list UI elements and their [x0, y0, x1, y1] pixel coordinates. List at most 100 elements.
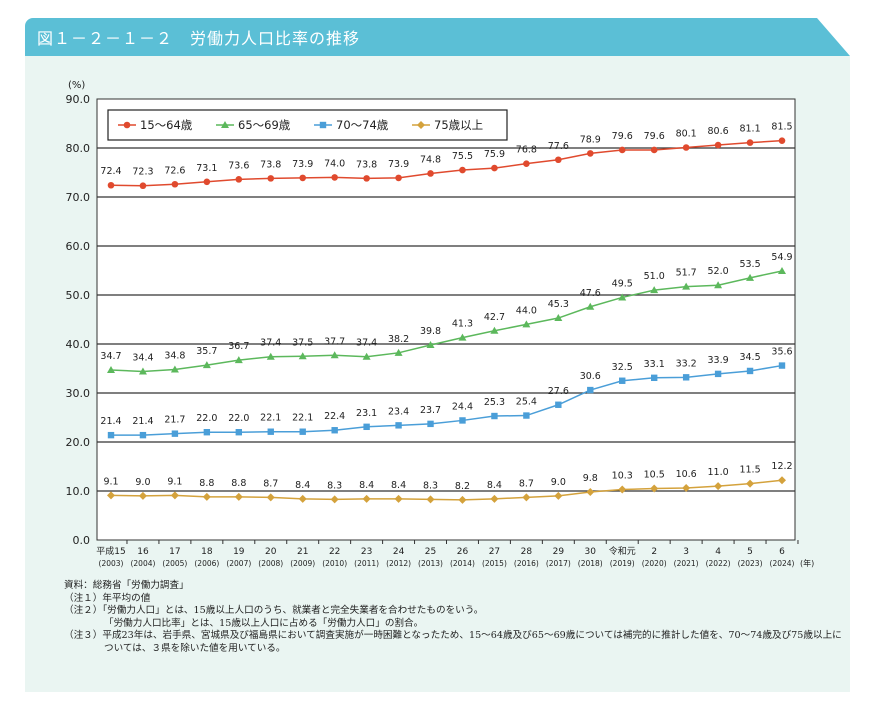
data-label: 79.6: [612, 131, 633, 142]
legend-box: [107, 109, 508, 141]
x-tick-era: 28: [521, 547, 533, 557]
data-label: 8.7: [519, 478, 534, 489]
x-tick-year: (2023): [738, 559, 763, 568]
data-label: 79.6: [644, 131, 665, 142]
data-label: 22.0: [196, 413, 217, 424]
data-point-diamond: [394, 494, 403, 503]
data-label: 22.1: [260, 413, 281, 424]
data-point-square: [619, 377, 626, 384]
data-point-square: [331, 427, 338, 434]
data-point-triangle: [202, 361, 211, 369]
x-tick-year: (2012): [386, 559, 411, 568]
data-point-square: [395, 422, 402, 429]
data-label: 37.5: [292, 337, 313, 348]
data-point-triangle: [330, 351, 339, 359]
data-label: 22.0: [228, 413, 249, 424]
series-line-1: [110, 139, 783, 187]
data-label: 74.8: [420, 154, 441, 165]
data-label: 53.5: [739, 259, 760, 270]
header-band: [25, 18, 850, 56]
x-tick-era: 16: [137, 547, 149, 557]
data-point-circle: [778, 137, 786, 144]
data-point-circle: [523, 160, 530, 167]
data-point-circle: [491, 164, 498, 172]
notes: 資料：総務省「労働力調査」 （注１）年平均の値 （注２）「労働力人口」とは、15…: [64, 580, 844, 656]
data-point-square: [778, 362, 786, 369]
data-point-triangle: [170, 365, 179, 373]
data-label: 30.6: [580, 371, 601, 382]
y-tick-label: 20.0: [66, 436, 91, 449]
data-point-square: [459, 417, 466, 424]
data-point-circle: [586, 150, 594, 157]
x-tick-era: 26: [457, 547, 469, 557]
data-label: 22.4: [324, 411, 345, 422]
data-point-circle: [139, 182, 147, 190]
data-point-triangle: [778, 266, 786, 274]
data-point-triangle: [746, 273, 755, 281]
data-label: 51.0: [644, 271, 665, 282]
data-label: 8.4: [359, 480, 374, 491]
data-label: 74.0: [324, 158, 345, 169]
data-label: 36.7: [228, 341, 249, 352]
data-label: 35.6: [771, 347, 792, 358]
data-label: 8.2: [455, 481, 470, 492]
data-point-circle: [746, 139, 754, 146]
x-tick-year: (2018): [578, 559, 603, 568]
data-point-triangle: [650, 286, 659, 294]
data-label: 25.4: [516, 397, 537, 408]
data-label: 8.4: [391, 480, 406, 491]
x-tick-year: (2017): [546, 559, 571, 568]
data-point-circle: [395, 174, 402, 182]
data-point-circle: [427, 170, 434, 177]
data-point-square: [491, 412, 498, 420]
x-tick-year: (2016): [514, 559, 539, 568]
data-label: 52.0: [708, 266, 729, 277]
data-point-diamond: [266, 493, 275, 502]
data-point-square: [746, 367, 754, 375]
data-label: 34.7: [100, 351, 121, 362]
data-point-triangle: [714, 281, 723, 289]
data-point-circle: [267, 175, 275, 182]
data-point-diamond: [522, 493, 531, 502]
data-point-circle: [203, 178, 211, 186]
y-tick-label: 50.0: [66, 289, 91, 302]
data-label: 9.0: [551, 477, 566, 488]
data-point-square: [235, 429, 243, 436]
data-label: 49.5: [612, 278, 633, 289]
data-label: 12.2: [771, 461, 792, 472]
x-tick-era: 平成15: [96, 545, 125, 557]
data-label: 33.9: [708, 355, 729, 366]
x-tick-year: (2021): [674, 559, 699, 568]
data-label: 22.1: [292, 413, 313, 424]
data-label: 33.2: [676, 358, 697, 369]
x-tick-era: 3: [683, 547, 689, 557]
data-point-circle: [107, 181, 115, 189]
x-tick-year: (2022): [706, 559, 731, 568]
legend-label: 70～74歳: [336, 118, 389, 132]
x-tick-year: (2009): [290, 559, 315, 568]
y-tick-label: 60.0: [66, 240, 91, 253]
data-label: 8.3: [423, 480, 438, 491]
data-point-diamond: [330, 495, 339, 504]
data-label: 72.6: [164, 165, 185, 176]
data-point-square: [107, 431, 115, 439]
x-tick-year: (2020): [642, 559, 667, 568]
data-label: 8.8: [231, 478, 246, 489]
data-point-triangle: [298, 352, 307, 360]
data-point-triangle: [458, 333, 467, 341]
data-point-diamond: [618, 485, 627, 494]
data-point-circle: [682, 144, 690, 151]
data-point-diamond: [417, 121, 425, 129]
x-tick-year: (2019): [610, 559, 635, 568]
data-point-diamond: [458, 495, 467, 504]
data-point-circle: [235, 176, 243, 183]
x-tick-year: (2014): [450, 559, 475, 568]
data-point-square: [299, 428, 306, 435]
x-tick-era: 5: [747, 547, 753, 557]
data-point-circle: [555, 156, 562, 164]
data-label: 8.4: [295, 480, 310, 491]
data-point-diamond: [714, 482, 723, 491]
data-label: 21.4: [100, 416, 121, 427]
data-point-diamond: [202, 492, 211, 501]
data-label: 10.3: [612, 471, 633, 482]
